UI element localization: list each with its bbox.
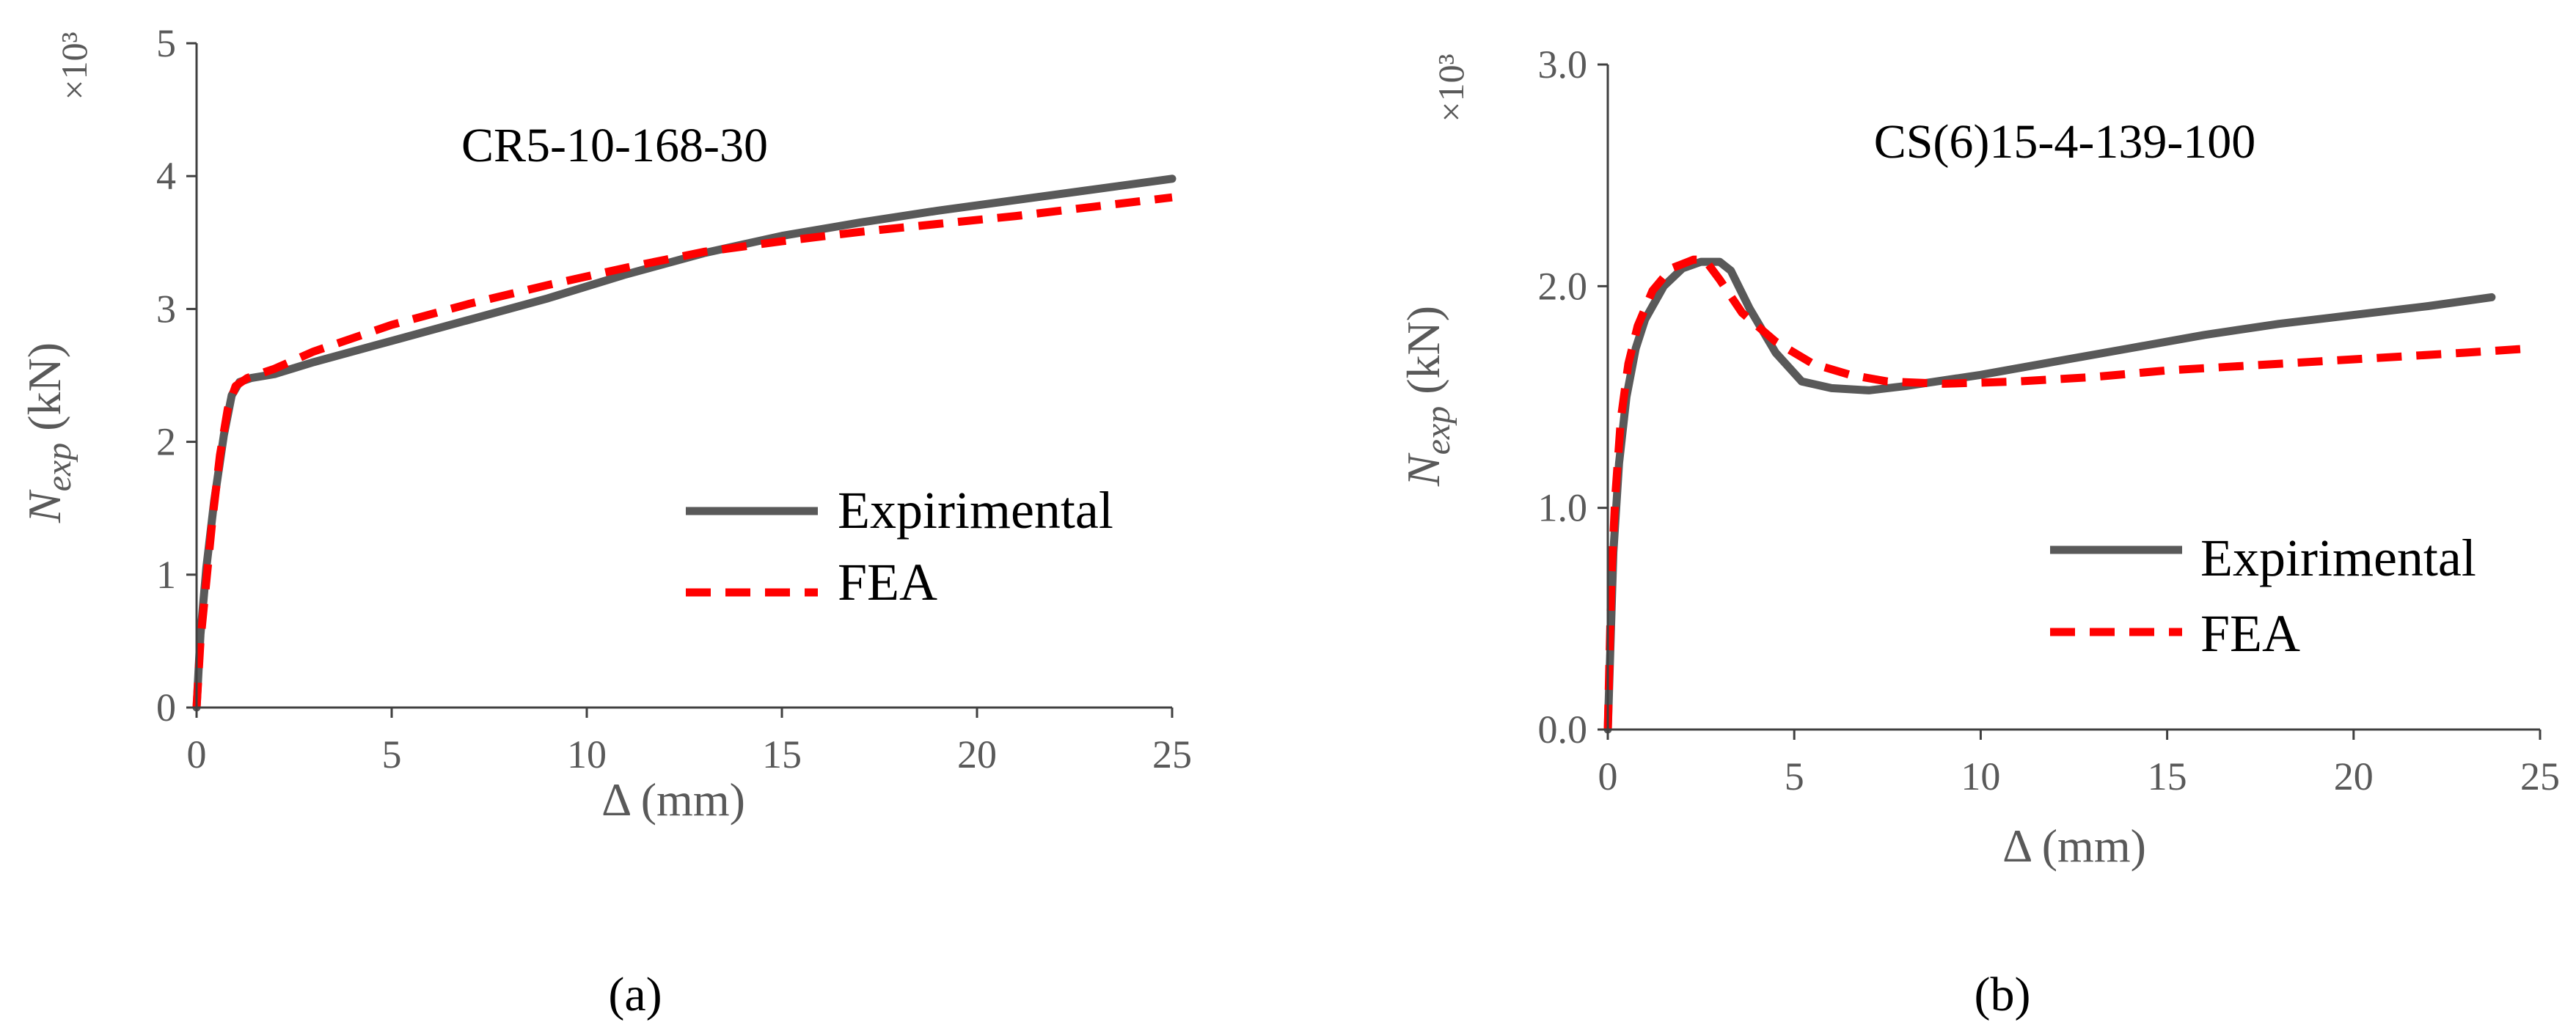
y-tick-label-a-0: 0: [156, 686, 176, 730]
panel-label-a: (a): [608, 968, 662, 1021]
x-tick-label-a-2: 10: [567, 732, 607, 776]
series-line-a-experimental: [192, 174, 1177, 712]
legend-b: Expirimental FEA: [2050, 529, 2476, 663]
y-axis-title-var-a: N: [18, 489, 70, 523]
y-axis-title-var-b: N: [1397, 452, 1449, 487]
x-tick-label-a-4: 20: [957, 732, 997, 776]
y-axis-title-unit-b: (kN): [1397, 306, 1449, 406]
x-tick-label-b-3: 15: [2148, 754, 2187, 798]
x-tick-label-a-3: 15: [762, 732, 802, 776]
chart-title-b: CS(6)15-4-139-100: [1874, 115, 2256, 169]
y-axis-title-sub-b: exp: [1419, 406, 1457, 455]
legend-a: Expirimental FEA: [686, 481, 1113, 611]
legend-a-label-1: FEA: [838, 553, 937, 611]
x-axis-title-b: Δ (mm): [2002, 820, 2146, 872]
y-tick-label-a-1: 1: [156, 553, 176, 597]
legend-b-label-1: FEA: [2200, 604, 2300, 663]
x-tick-label-a-1: 5: [382, 732, 402, 776]
y-axis-title-unit-a: (kN): [18, 342, 70, 443]
chart-panel-b: 0.0 1.0 2.0 3.0 0 5 10 15 20 25 ×10³ Nexp (kN) Δ…: [1397, 43, 2560, 1021]
y-tick-label-a-4: 4: [156, 154, 176, 198]
y-axis-title-b: Nexp (kN): [1397, 306, 1457, 487]
y-tick-label-b-2: 2.0: [1538, 264, 1588, 308]
legend-b-label-0: Expirimental: [2200, 529, 2476, 587]
y-tick-label-b-0: 0.0: [1538, 708, 1588, 752]
y-ticks-a: 0 1 2 3 4 5: [156, 21, 197, 730]
y-multiplier-a: ×10³: [54, 32, 95, 100]
x-tick-label-b-1: 5: [1785, 754, 1804, 798]
x-tick-label-b-4: 20: [2334, 754, 2374, 798]
y-ticks-b: 0.0 1.0 2.0 3.0: [1538, 43, 1608, 752]
legend-a-label-0: Expirimental: [838, 481, 1113, 540]
y-tick-label-a-5: 5: [156, 21, 176, 65]
x-axis-title-a: Δ (mm): [601, 774, 745, 826]
x-ticks-a: 0 5 10 15 20 25: [187, 708, 1192, 776]
x-tick-label-b-0: 0: [1598, 754, 1618, 798]
y-axis-title-sub-a: exp: [40, 443, 78, 492]
series-line-a-fea: [192, 193, 1173, 708]
y-tick-label-b-1: 1.0: [1538, 486, 1588, 530]
x-tick-label-a-5: 25: [1152, 732, 1192, 776]
y-axis-title-a: Nexp (kN): [18, 342, 78, 523]
x-tick-label-a-0: 0: [187, 732, 207, 776]
y-multiplier-b: ×10³: [1430, 54, 1471, 122]
panel-label-b: (b): [1975, 968, 2031, 1021]
series-line-b-fea: [1603, 255, 2533, 730]
x-ticks-b: 0 5 10 15 20 25: [1598, 730, 2560, 798]
y-tick-label-a-2: 2: [156, 420, 176, 464]
chart-title-a: CR5-10-168-30: [461, 119, 768, 172]
x-tick-label-b-2: 10: [1961, 754, 2000, 798]
y-tick-label-a-3: 3: [156, 287, 176, 331]
series-layer-b: [1603, 255, 2533, 734]
series-line-b-experimental: [1603, 257, 2496, 734]
series-layer-a: [192, 174, 1177, 712]
y-tick-label-b-3: 3.0: [1538, 43, 1588, 87]
x-tick-label-b-5: 25: [2520, 754, 2560, 798]
